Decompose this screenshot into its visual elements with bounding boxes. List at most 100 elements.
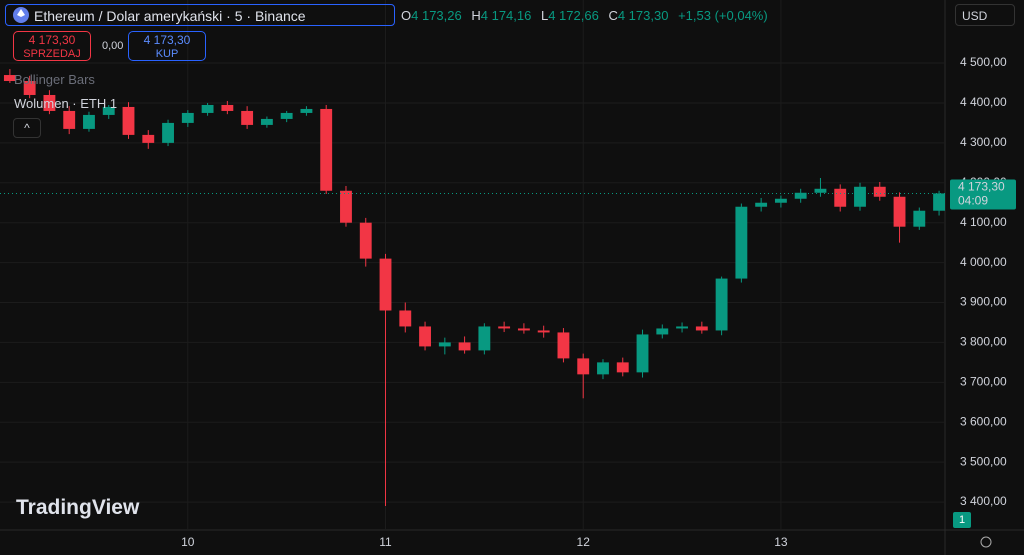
y-tick-label: 4 300,00 xyxy=(960,135,1007,149)
c-label: C xyxy=(608,8,618,23)
candle-body xyxy=(23,81,36,95)
change: +1,53 (+0,04%) xyxy=(678,8,768,23)
candle-body xyxy=(122,106,135,135)
candle-body xyxy=(260,118,273,125)
candle-body xyxy=(102,106,115,115)
candle-body xyxy=(221,104,234,111)
candle-body xyxy=(636,334,649,373)
candle-body xyxy=(3,75,16,82)
spread: 0,00 xyxy=(102,40,124,52)
candle-body xyxy=(280,112,293,119)
sell-button[interactable]: 4 173,30 SPRZEDAJ xyxy=(13,31,91,61)
candle-body xyxy=(695,326,708,331)
candle-body xyxy=(241,110,254,125)
candle-body xyxy=(557,332,570,359)
candle-body xyxy=(359,222,372,259)
last-price-label: 4 173,30 xyxy=(958,180,1005,194)
candle-body xyxy=(577,358,590,375)
candle-body xyxy=(913,210,926,227)
candle-body xyxy=(478,326,491,351)
indicator-bollinger[interactable]: Bollinger Bars xyxy=(14,72,95,87)
h-label: H xyxy=(471,8,481,23)
candle-body xyxy=(854,186,866,207)
y-tick-label: 4 400,00 xyxy=(960,95,1007,109)
x-tick-label: 13 xyxy=(774,535,788,549)
candle-body xyxy=(834,188,847,207)
candle-body xyxy=(755,202,768,207)
y-tick-label: 3 500,00 xyxy=(960,454,1007,468)
candle-body xyxy=(181,112,194,123)
x-tick-label: 12 xyxy=(577,535,591,549)
symbol-text: Ethereum / Dolar amerykański · 5 · Binan… xyxy=(34,8,306,24)
candle-body xyxy=(300,108,313,113)
candle-body xyxy=(320,108,333,191)
candle-body xyxy=(616,362,629,373)
buy-price: 4 173,30 xyxy=(143,33,191,47)
y-tick-label: 4 000,00 xyxy=(960,255,1007,269)
settings-icon[interactable] xyxy=(980,536,992,548)
candle-body xyxy=(340,190,352,223)
candle-body xyxy=(656,328,669,335)
overlay: 3 400,00 3 500,00 3 600,00 3 700,00 3 800,00… xyxy=(0,55,1016,549)
y-tick-label: 4 500,00 xyxy=(960,55,1007,69)
candle-body xyxy=(676,326,688,329)
buy-button[interactable]: 4 173,30 KUP xyxy=(128,31,206,61)
candle-body xyxy=(201,104,214,113)
buy-label: KUP xyxy=(155,48,179,60)
candle-body xyxy=(893,196,906,227)
candle-body xyxy=(458,342,471,351)
candle-body xyxy=(933,193,945,211)
o-label: O xyxy=(401,8,412,23)
sell-label: SPRZEDAJ xyxy=(23,48,81,60)
y-tick-label: 4 100,00 xyxy=(960,215,1007,229)
c-value: 4 173,30 xyxy=(617,8,669,23)
candle-body xyxy=(419,326,431,347)
symbol-title[interactable]: Ethereum / Dolar amerykański · 5 · Binan… xyxy=(5,4,395,26)
y-tick-label: 3 800,00 xyxy=(960,335,1007,349)
candle-body xyxy=(379,258,392,311)
candle-body xyxy=(63,110,76,129)
candle-body xyxy=(774,198,787,203)
candle-body xyxy=(43,94,56,111)
sell-price: 4 173,30 xyxy=(28,33,76,47)
x-tick-label: 11 xyxy=(379,535,392,549)
y-tick-label: 3 400,00 xyxy=(960,494,1007,508)
badge: 1 xyxy=(953,512,971,528)
l-label: L xyxy=(540,8,549,23)
candle-body xyxy=(498,326,511,329)
candle-body xyxy=(517,328,530,331)
y-tick-label: 3 900,00 xyxy=(960,295,1007,309)
indicator-volume[interactable]: Wolumen · ETH 1 xyxy=(14,96,117,111)
candle-body xyxy=(142,134,155,143)
l-value: 4 172,66 xyxy=(548,8,599,23)
candle-body xyxy=(83,114,95,129)
volume-value: 1 xyxy=(109,96,118,111)
volume-label: Wolumen · ETH xyxy=(14,96,107,111)
candle-body xyxy=(597,362,609,375)
candle-body xyxy=(537,330,550,333)
candle-body xyxy=(735,206,748,279)
candle-body xyxy=(873,186,886,197)
candle-body xyxy=(438,342,451,347)
candles xyxy=(3,69,945,507)
candle-body xyxy=(399,310,412,327)
grid xyxy=(0,0,945,530)
currency-select[interactable]: USD xyxy=(955,4,1015,26)
last-price-tag xyxy=(950,179,1016,210)
candle-body xyxy=(715,278,728,331)
brand-logo: TradingView xyxy=(16,496,140,519)
collapse-button[interactable]: ^ xyxy=(13,118,41,138)
symbol-icon xyxy=(13,7,29,23)
x-tick-label: 10 xyxy=(181,535,195,549)
o-value: 4 173,26 xyxy=(411,8,462,23)
last-price-timer: 04:09 xyxy=(958,194,988,208)
candle-body xyxy=(162,122,174,143)
h-value: 4 174,16 xyxy=(480,8,532,23)
candle-body xyxy=(794,192,807,199)
y-tick-label: 3 600,00 xyxy=(960,414,1007,428)
y-tick-label: 3 700,00 xyxy=(960,375,1007,389)
candle-body xyxy=(814,188,827,193)
